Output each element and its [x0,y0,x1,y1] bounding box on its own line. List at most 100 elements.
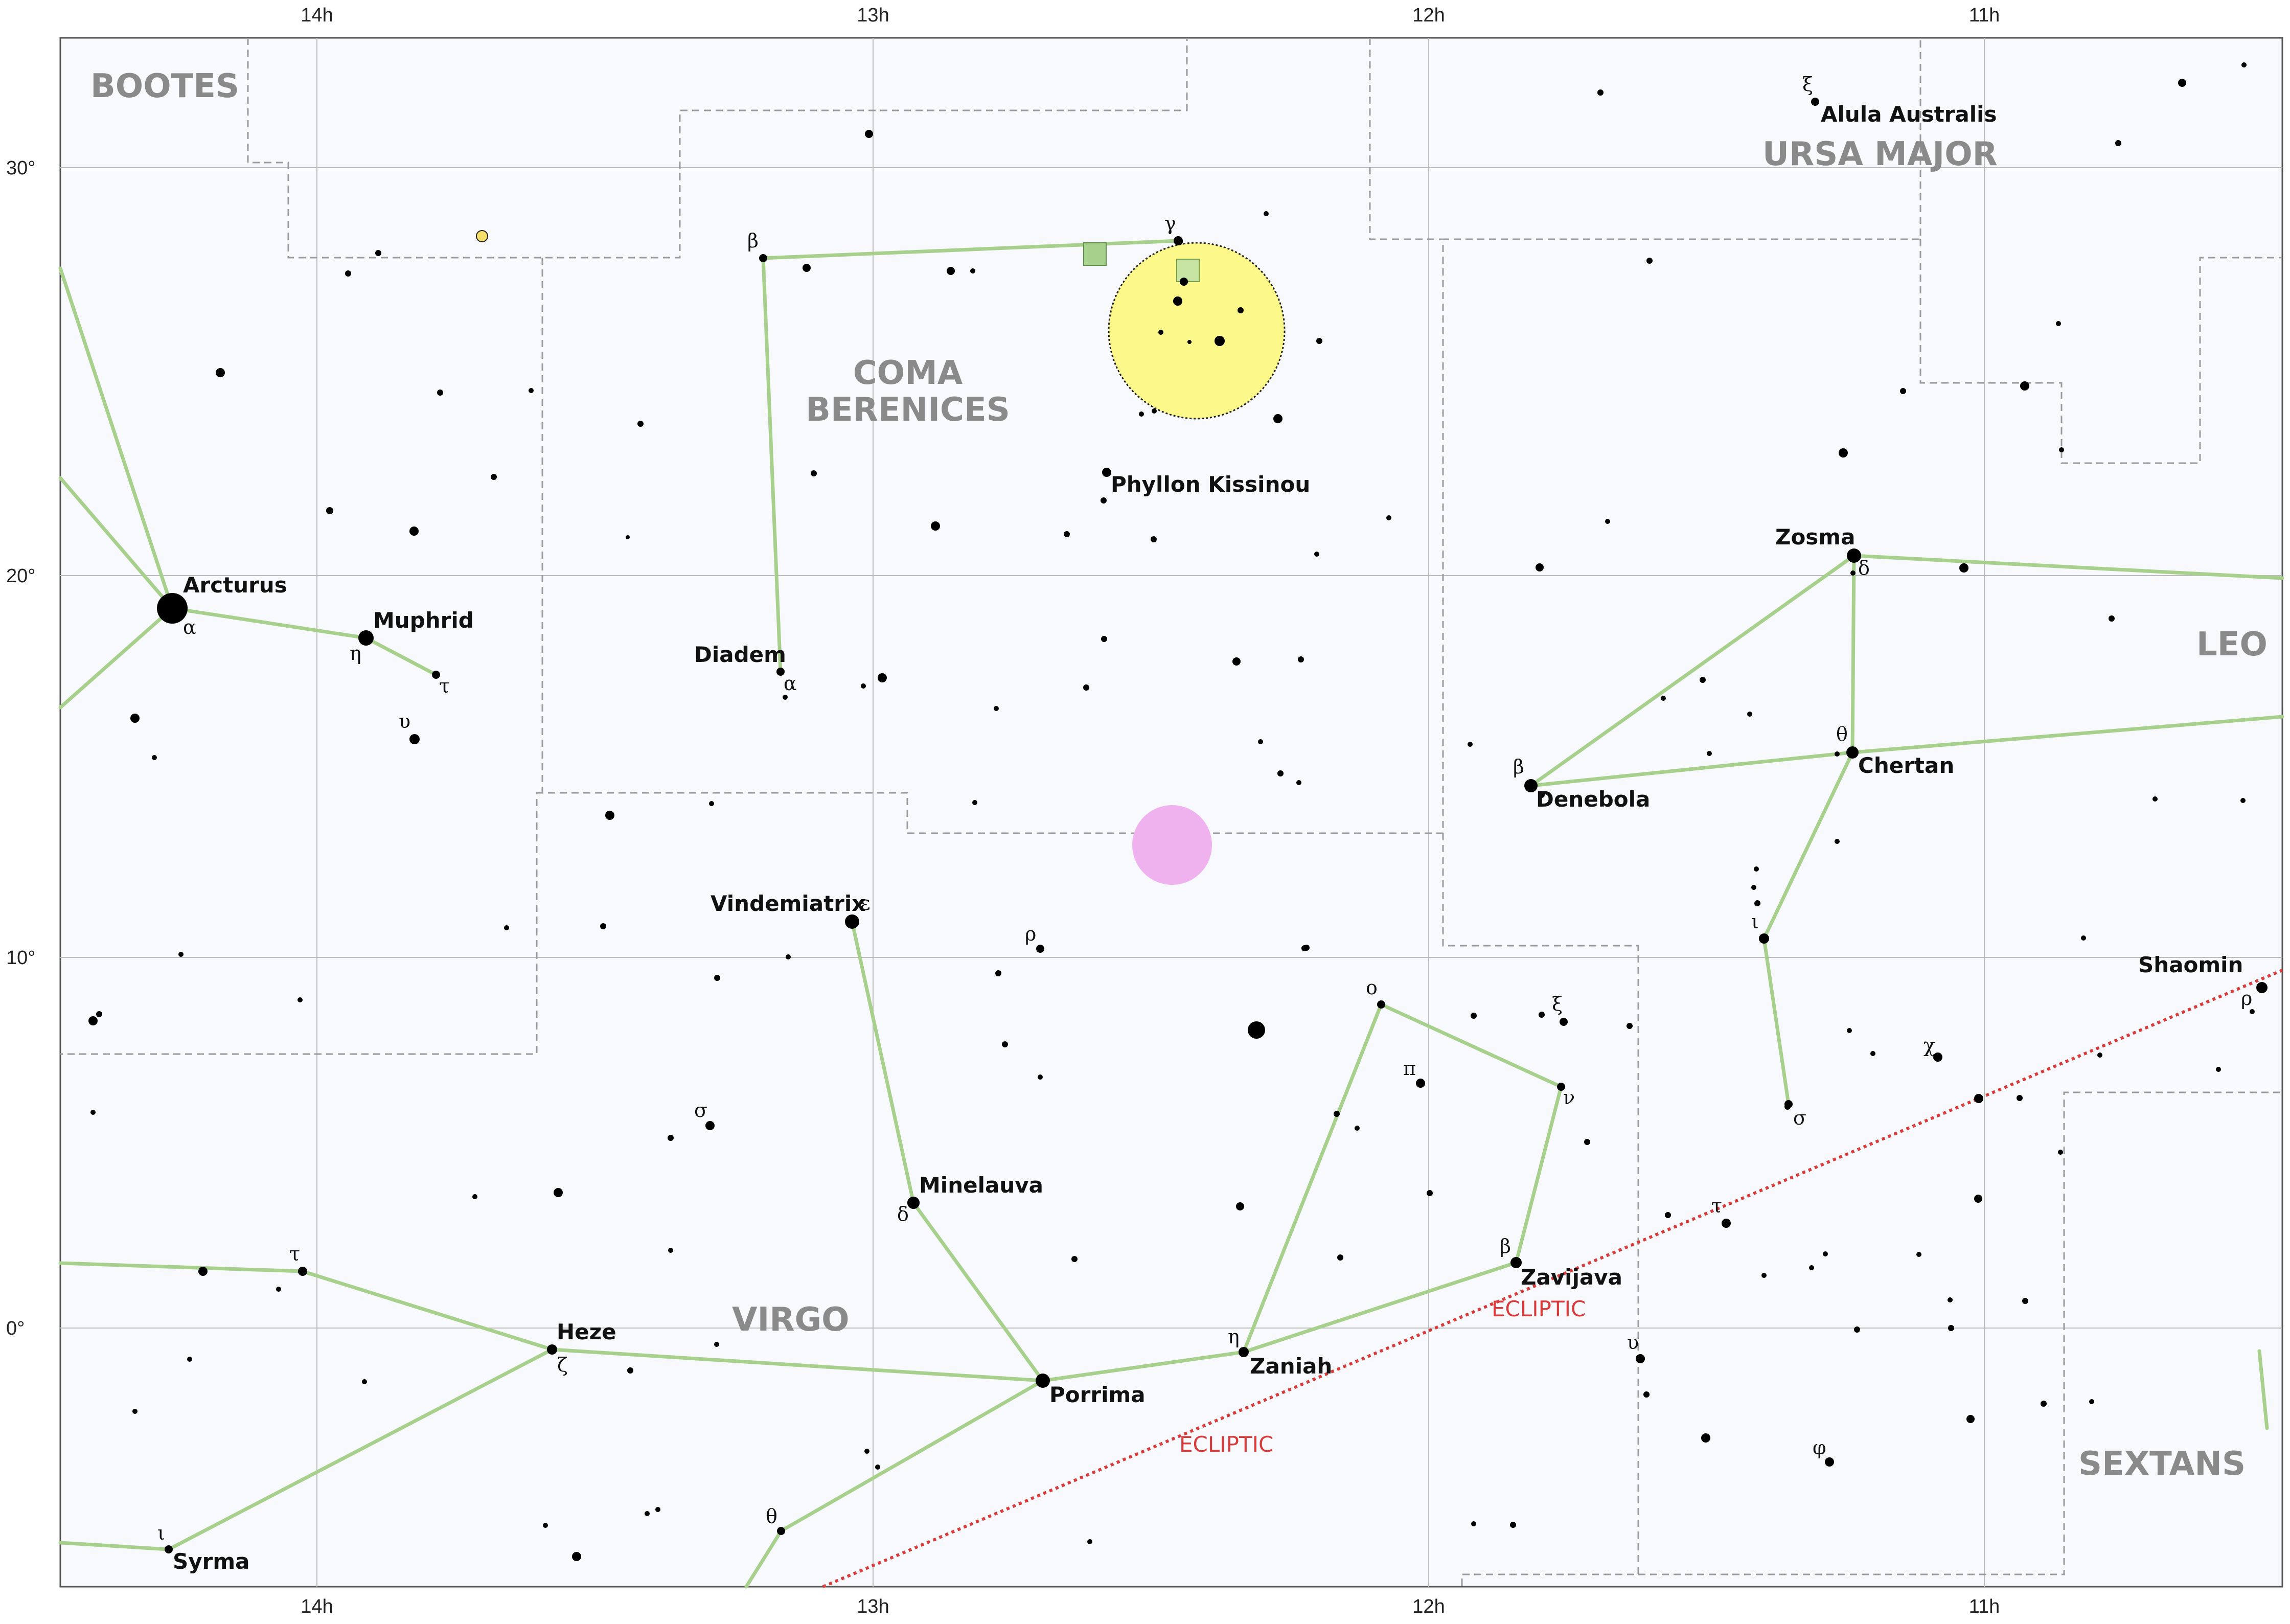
star [2056,321,2061,326]
star-names: Arcturus Muphrid Diadem Phyllon Kissinou… [173,102,2243,1574]
star [2152,796,2158,802]
star [1605,519,1610,524]
greek-label: ν [1563,1086,1575,1109]
greek-label: τ [1711,1195,1722,1217]
greek-label: α [183,616,196,638]
star [1959,563,1968,573]
star [1761,1273,1767,1278]
star [1870,1051,1875,1056]
star [1258,739,1263,744]
star [437,390,443,396]
greek-label: δ [897,1203,909,1225]
star [1539,792,1545,798]
star [1646,258,1653,264]
star [1754,866,1759,872]
dec-label: 30° [6,157,35,179]
star-label-heze: Heze [557,1319,616,1344]
star [1661,696,1666,701]
star [995,970,1001,976]
star [736,900,741,905]
star [432,671,440,679]
star [1471,1013,1477,1019]
greek-letter-labels: α η τ υ β α γ ξ δ θ β ι σ ε ρ δ ο ξ π ν … [157,73,2252,1544]
star [1754,900,1760,906]
galaxy-icon [1132,805,1212,885]
dec-label: 20° [6,565,35,587]
star [1557,1083,1565,1091]
greek-label: ι [157,1522,165,1544]
star [1722,1219,1731,1228]
star [1002,1041,1008,1047]
star [600,923,606,929]
star [1974,1195,1982,1203]
star-label-minelauva: Minelauva [919,1173,1043,1198]
star [1784,1104,1791,1110]
star [1236,1202,1244,1210]
star [2216,1067,2221,1072]
star [1334,1111,1340,1117]
constellation-name-coma-line2: BERENICES [806,391,1010,429]
star [709,801,714,806]
star [88,1016,98,1025]
constellation-name-bootes: BOOTES [90,67,239,105]
planetary-nebula-icon [1176,259,1200,282]
star [1707,751,1712,756]
star [2022,1298,2028,1304]
star [1636,1354,1645,1363]
star-label-zavijava: Zavijava [1521,1265,1622,1290]
greek-label: ρ [2241,987,2252,1010]
star [1158,330,1163,335]
star [132,1409,138,1414]
constellation-name-virgo: VIRGO [732,1301,850,1339]
star [2081,935,2086,941]
star [1966,1415,1975,1423]
greek-label: α [784,672,797,695]
star [1071,1256,1078,1262]
star [1036,945,1044,953]
star [1386,515,1391,520]
greek-label: η [1228,1325,1240,1348]
star [655,1507,660,1512]
star [157,593,188,624]
star-label-diadem: Diadem [694,642,786,667]
ra-label-top: 11h [1969,5,2000,26]
star [1296,780,1301,785]
star [409,527,419,536]
star [1277,770,1284,776]
star [2041,1401,2047,1407]
greek-label: υ [399,710,410,733]
ra-label-bottom: 11h [1969,1596,2000,1617]
ra-axis-labels: 14h 13h 12h 11h 14h 13h 12h 11h [301,5,2000,1617]
star [2250,1009,2255,1014]
star [1846,746,1859,759]
star [409,734,420,744]
star [1933,1053,1942,1062]
greek-label: η [350,642,361,665]
greek-label: τ [289,1243,300,1265]
star-label-chertan: Chertan [1858,753,1954,778]
star [1900,388,1906,394]
star [543,1523,548,1528]
star-label-denebola: Denebola [1536,787,1650,812]
star [1809,1265,1814,1270]
star [1510,1522,1516,1528]
star [1314,552,1319,557]
greek-label: ξ [1552,993,1563,1015]
star [2240,798,2246,803]
star [627,1367,633,1374]
star [1948,1325,1954,1331]
ra-label-top: 12h [1412,5,1445,26]
star [1839,448,1848,458]
planet-icon [476,230,488,242]
greek-label: χ [1923,1034,1935,1057]
star [878,673,887,682]
greek-label: γ [1164,212,1176,235]
star [165,1545,173,1553]
star [198,1267,208,1276]
star [1850,570,1856,576]
star [645,1511,650,1516]
star [152,755,157,760]
star [845,914,859,929]
star [2020,381,2029,391]
